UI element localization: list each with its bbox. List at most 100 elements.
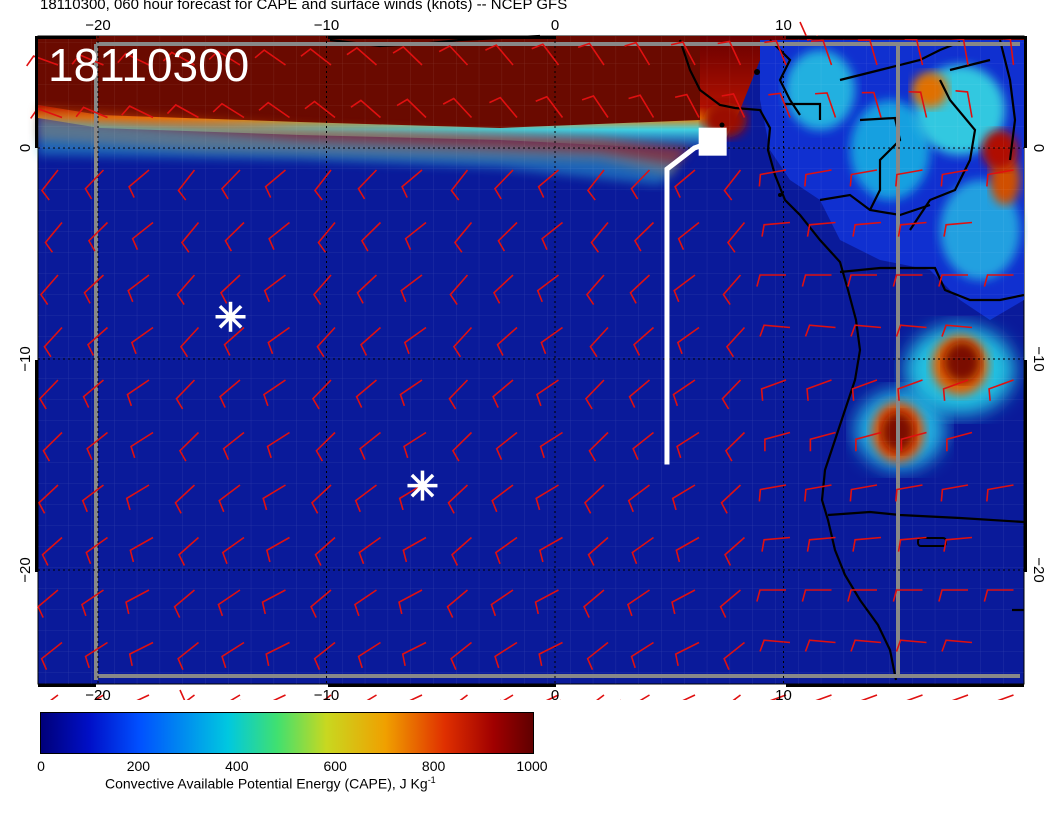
wind-barb bbox=[130, 431, 154, 459]
wind-barb bbox=[43, 326, 63, 358]
wind-barb bbox=[264, 169, 287, 198]
wind-barb bbox=[895, 169, 923, 187]
wind-barb bbox=[628, 379, 651, 408]
wind-barb bbox=[366, 694, 377, 700]
wind-barb bbox=[86, 431, 108, 461]
wind-barb bbox=[398, 589, 423, 615]
wind-barb bbox=[356, 274, 378, 304]
wind-barb bbox=[758, 169, 787, 187]
wind-barb bbox=[452, 326, 473, 358]
wind-barb bbox=[136, 694, 150, 700]
wind-barb bbox=[997, 694, 1014, 700]
wind-barb bbox=[720, 484, 742, 514]
wind-barb bbox=[85, 536, 108, 565]
wind-barb bbox=[725, 326, 746, 358]
lat-tick-left: −10 bbox=[17, 346, 34, 371]
wind-barb bbox=[310, 484, 332, 514]
wind-barb bbox=[806, 536, 836, 552]
wind-barb bbox=[815, 694, 832, 700]
wind-barb bbox=[222, 431, 245, 461]
wind-barb bbox=[587, 536, 609, 566]
wind-barb bbox=[496, 326, 518, 356]
colorbar-tick: 1000 bbox=[516, 758, 548, 774]
wind-barb bbox=[173, 589, 196, 618]
wind-barb bbox=[177, 641, 199, 671]
wind-barb bbox=[179, 326, 200, 358]
wind-barb bbox=[682, 694, 696, 700]
wind-barb bbox=[941, 639, 973, 652]
lon-tick-top: −20 bbox=[85, 17, 110, 34]
wind-barbs bbox=[26, 21, 1015, 700]
wind-barb bbox=[943, 536, 973, 552]
wind-barb bbox=[758, 484, 787, 502]
wind-barb bbox=[541, 221, 563, 251]
wind-barb bbox=[806, 221, 836, 237]
wind-barb bbox=[801, 274, 832, 287]
lon-tick-bottom: −10 bbox=[314, 687, 339, 700]
wind-barb bbox=[311, 379, 332, 410]
wind-barb bbox=[624, 41, 651, 66]
wind-barb bbox=[494, 641, 518, 669]
wind-barb bbox=[400, 274, 423, 303]
inset-frame bbox=[94, 42, 1020, 680]
wind-barb bbox=[221, 536, 245, 565]
wind-barb bbox=[895, 324, 927, 337]
wind-barb bbox=[265, 641, 290, 667]
wind-barb bbox=[451, 431, 473, 462]
wind-barb bbox=[590, 221, 609, 253]
wind-barb bbox=[986, 169, 1014, 187]
colorbar-tick: 0 bbox=[37, 758, 45, 774]
wind-barb bbox=[804, 639, 836, 652]
wind-barb bbox=[585, 274, 605, 306]
wind-barb bbox=[769, 694, 787, 700]
wind-barb bbox=[721, 93, 746, 118]
wind-barb bbox=[262, 484, 286, 511]
wind-barb bbox=[37, 484, 59, 514]
wind-barb bbox=[726, 221, 746, 253]
wind-barb bbox=[39, 274, 59, 306]
wind-barb bbox=[212, 102, 245, 119]
lat-tick-right: 0 bbox=[1030, 144, 1047, 152]
wind-barb bbox=[71, 53, 104, 66]
wind-barb bbox=[801, 589, 832, 602]
wind-barb bbox=[983, 589, 1014, 602]
lon-tick-top: −10 bbox=[314, 17, 339, 34]
wind-barb bbox=[402, 536, 427, 563]
wind-barb bbox=[938, 589, 968, 602]
wind-barb bbox=[262, 379, 286, 407]
wind-barb bbox=[126, 379, 150, 407]
wind-barb bbox=[732, 694, 741, 700]
wind-barb bbox=[125, 589, 150, 615]
wind-barb bbox=[676, 326, 700, 355]
wind-barb bbox=[448, 379, 469, 410]
wind-barb bbox=[403, 326, 427, 355]
wind-barb bbox=[310, 589, 332, 618]
wind-barb bbox=[403, 431, 427, 459]
wind-barb bbox=[626, 589, 650, 617]
wind-barb bbox=[162, 51, 195, 66]
wind-barb bbox=[539, 431, 563, 459]
colorbar-tick: 600 bbox=[323, 758, 347, 774]
wind-barb bbox=[633, 326, 655, 356]
wind-barb bbox=[219, 379, 241, 408]
wind-barb bbox=[955, 90, 973, 118]
wind-barb bbox=[265, 536, 290, 563]
wind-barb bbox=[589, 326, 609, 358]
wind-barb bbox=[630, 169, 651, 200]
wind-barb bbox=[951, 694, 969, 700]
lon-tick-top: 10 bbox=[775, 17, 792, 34]
wind-barb bbox=[131, 221, 154, 251]
wind-barb bbox=[401, 641, 427, 667]
wind-barb bbox=[485, 44, 514, 66]
wind-barb bbox=[495, 431, 518, 461]
wind-barb bbox=[630, 641, 654, 669]
wind-barb bbox=[586, 641, 609, 671]
wind-barb bbox=[267, 326, 290, 355]
wind-barb bbox=[724, 536, 746, 566]
wind-barb bbox=[128, 169, 150, 198]
wind-barb bbox=[490, 589, 514, 617]
wind-barb bbox=[489, 96, 518, 119]
wind-barb bbox=[908, 90, 928, 118]
wind-barb bbox=[314, 536, 336, 566]
wind-barb bbox=[346, 46, 378, 66]
